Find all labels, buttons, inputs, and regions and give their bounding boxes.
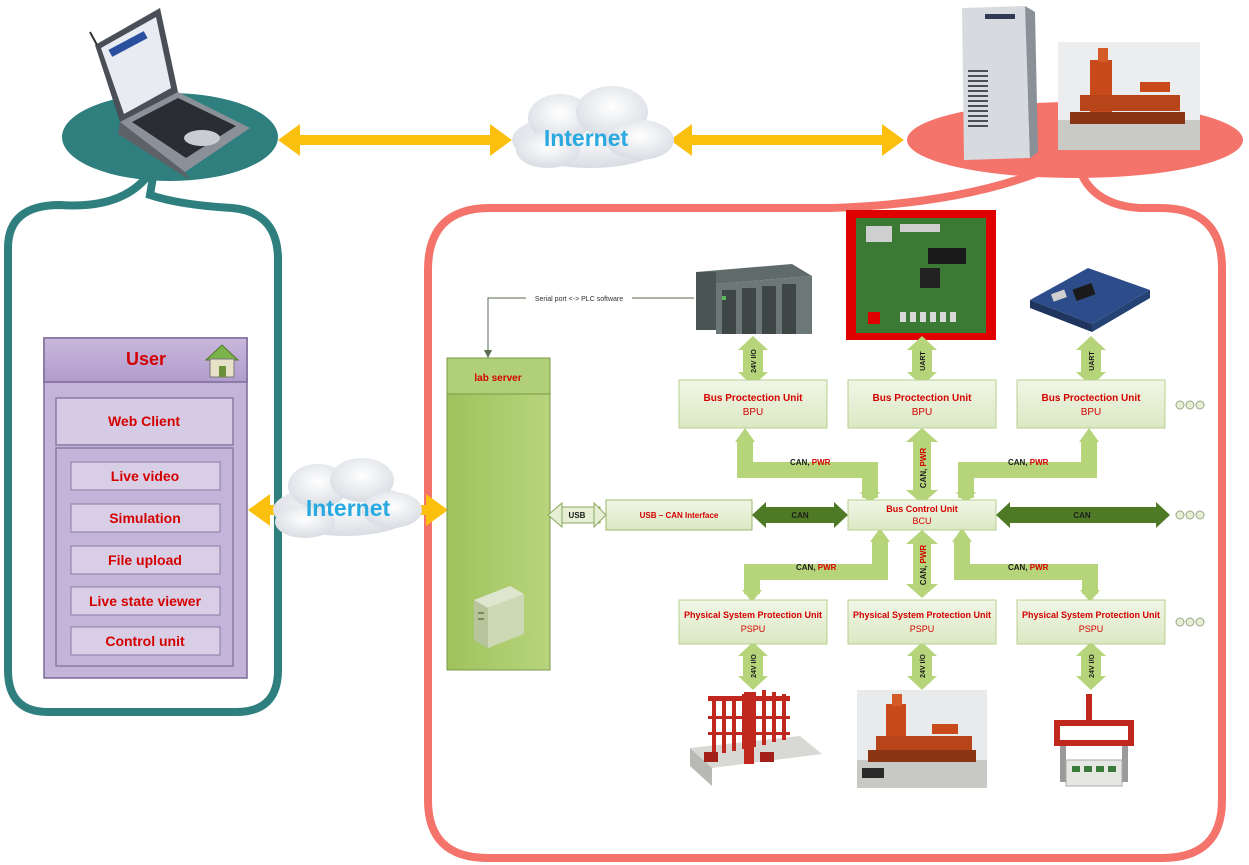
top-internet-link: Internet: [278, 86, 904, 168]
svg-text:Physical System Protection Uni: Physical System Protection Unit: [1022, 610, 1160, 620]
web-client-box: [55, 397, 234, 446]
menu-item-file-upload[interactable]: File upload: [70, 545, 221, 575]
internet-label-top: Internet: [544, 125, 629, 151]
svg-text:UART: UART: [920, 351, 927, 371]
svg-text:Control unit: Control unit: [105, 633, 185, 649]
svg-text:BPU: BPU: [1081, 407, 1102, 418]
svg-text:CAN, PWR: CAN, PWR: [790, 458, 831, 467]
pspu-box: Physical System Protection Unit PSPU: [1016, 599, 1166, 645]
menu-item-live-state-viewer[interactable]: Live state viewer: [70, 586, 221, 616]
lab-server: lab server: [446, 357, 551, 671]
can-bus-links: CAN, PWR CAN, PWR CAN, PWR CAN, PWR CAN,…: [735, 428, 1100, 602]
bpu-box: Bus Proctection Unit BPU: [847, 379, 997, 429]
menu-item-simulation[interactable]: Simulation: [70, 503, 221, 533]
menu-item-control-unit[interactable]: Control unit: [70, 626, 221, 656]
lab-domain-border: [424, 160, 1226, 862]
server-tower-icon: [962, 6, 1038, 160]
svg-text:24V I/O: 24V I/O: [920, 654, 927, 678]
menu-item-live-video[interactable]: Live video: [70, 461, 221, 491]
svg-text:BPU: BPU: [912, 407, 933, 418]
user-menu: Live video Simulation File upload Live s…: [70, 461, 221, 656]
middle-internet-link: Internet: [248, 458, 448, 538]
svg-text:CAN, PWR: CAN, PWR: [796, 563, 837, 572]
physical-system-sorting: [1054, 694, 1134, 787]
svg-text:USB: USB: [569, 511, 586, 520]
cloud-icon: [512, 86, 674, 168]
svg-text:CAN: CAN: [1073, 511, 1091, 520]
dev-board-device: [1030, 268, 1150, 332]
svg-text:Live video: Live video: [111, 468, 179, 484]
serial-connection: Serial port <-> PLC software: [484, 292, 694, 358]
svg-text:BCU: BCU: [912, 516, 931, 526]
physical-system-lab-cell: [857, 690, 987, 788]
svg-text:CAN, PWR: CAN, PWR: [919, 545, 928, 586]
svg-text:Physical System Protection Uni: Physical System Protection Unit: [853, 610, 991, 620]
bpu-row: Bus Proctection Unit BPU Bus Proctection…: [678, 379, 1166, 429]
server-icon: [474, 586, 524, 648]
svg-text:24V I/O: 24V I/O: [751, 349, 758, 373]
bcu-box: Bus Control Unit BCU: [847, 499, 997, 531]
lab-server-label: lab server: [474, 373, 521, 384]
physical-system-storage: [690, 690, 822, 786]
svg-text:Physical System Protection Uni: Physical System Protection Unit: [684, 610, 822, 620]
svg-text:PSPU: PSPU: [1079, 624, 1104, 634]
svg-text:Live state viewer: Live state viewer: [89, 593, 202, 609]
user-title: User: [126, 349, 166, 369]
svg-text:CAN, PWR: CAN, PWR: [1008, 563, 1049, 572]
device-links: 24V I/O UART UART 24V I/O 24V I/O 24V I/…: [738, 336, 1106, 690]
svg-text:UART: UART: [1089, 351, 1096, 371]
usb-can-label: USB – CAN Interface: [640, 511, 719, 520]
bpu-box: Bus Proctection Unit BPU: [1016, 379, 1166, 429]
user-domain-border: [4, 162, 282, 716]
svg-text:PSPU: PSPU: [910, 624, 935, 634]
svg-text:CAN: CAN: [791, 511, 809, 520]
internet-label-left: Internet: [306, 495, 391, 521]
svg-text:CAN, PWR: CAN, PWR: [919, 448, 928, 489]
lab-setup-photo: [1058, 42, 1200, 150]
svg-text:24V I/O: 24V I/O: [751, 654, 758, 678]
laptop-icon: [89, 8, 250, 180]
serial-note: Serial port <-> PLC software: [535, 296, 623, 303]
svg-text:BPU: BPU: [743, 407, 764, 418]
pspu-box: Physical System Protection Unit PSPU: [847, 599, 997, 645]
svg-text:File upload: File upload: [108, 552, 182, 568]
laptop-group: [62, 8, 278, 181]
server-group: [907, 6, 1243, 178]
horizontal-bus: USB USB – CAN Interface CAN CAN: [547, 499, 1170, 531]
cloud-icon: [273, 458, 422, 538]
svg-text:CAN, PWR: CAN, PWR: [1008, 458, 1049, 467]
plc-device: [696, 264, 812, 334]
more-dots: [1175, 400, 1205, 627]
svg-text:24V I/O: 24V I/O: [1089, 654, 1096, 678]
pspu-box: Physical System Protection Unit PSPU: [678, 599, 828, 645]
web-client-label: Web Client: [108, 413, 180, 429]
svg-text:Bus Proctection Unit: Bus Proctection Unit: [704, 393, 804, 404]
pspu-row: Physical System Protection Unit PSPU Phy…: [678, 599, 1166, 645]
fpga-board-highlighted: [846, 210, 996, 340]
svg-text:PSPU: PSPU: [741, 624, 766, 634]
svg-text:Bus Control Unit: Bus Control Unit: [886, 504, 958, 514]
svg-text:Bus Proctection Unit: Bus Proctection Unit: [873, 393, 973, 404]
svg-text:Simulation: Simulation: [109, 510, 181, 526]
bpu-box: Bus Proctection Unit BPU: [678, 379, 828, 429]
home-icon: [204, 344, 240, 378]
svg-text:Bus Proctection Unit: Bus Proctection Unit: [1042, 393, 1142, 404]
